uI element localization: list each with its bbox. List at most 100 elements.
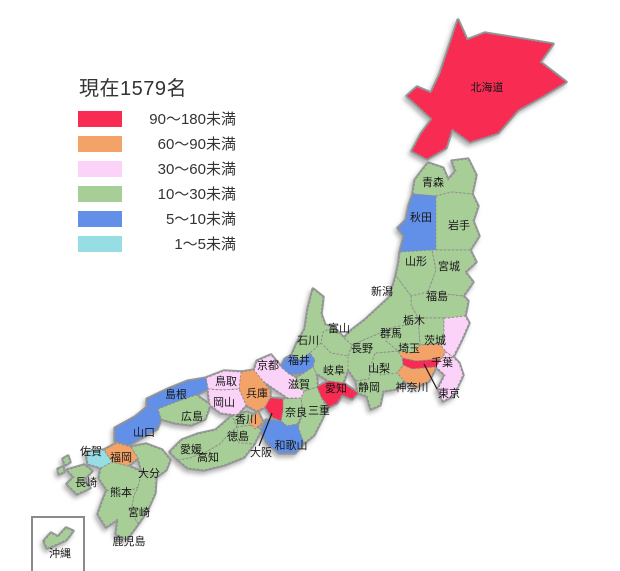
label-tottori: 鳥取 xyxy=(215,374,237,388)
label-leader-line xyxy=(423,363,438,390)
prefecture-ishikawa[interactable] xyxy=(291,288,335,361)
legend-item: 60〜90未満 xyxy=(78,131,236,156)
label-ishikawa: 石川 xyxy=(297,335,319,347)
prefecture-aichi[interactable] xyxy=(316,380,359,408)
label-ibaraki: 茨城 xyxy=(424,333,446,347)
label-saga: 佐賀 xyxy=(80,444,102,458)
okinawa-inset-box xyxy=(31,516,85,571)
prefecture-miyagi[interactable] xyxy=(427,249,477,297)
label-kumamoto: 熊本 xyxy=(110,485,132,499)
label-nagasaki: 長崎 xyxy=(75,475,97,489)
label-okayama: 岡山 xyxy=(213,396,235,409)
label-chiba: 千葉 xyxy=(431,355,453,369)
prefecture-iki[interactable] xyxy=(62,455,71,466)
label-iwate: 岩手 xyxy=(448,218,470,232)
legend-item: 30〜60未満 xyxy=(78,156,236,181)
label-aichi: 愛知 xyxy=(325,381,347,395)
label-gunma: 群馬 xyxy=(380,326,402,340)
prefecture-chiba[interactable] xyxy=(435,351,464,402)
label-yamagata: 山形 xyxy=(405,255,427,268)
prefecture-kyoto[interactable] xyxy=(253,354,305,399)
label-fukui: 福井 xyxy=(288,353,310,367)
prefecture-nagasaki[interactable] xyxy=(66,464,93,495)
label-tochigi: 栃木 xyxy=(403,313,425,327)
prefecture-hirado[interactable] xyxy=(57,466,65,475)
legend-swatch-5-10 xyxy=(78,210,122,227)
label-mie: 三重 xyxy=(308,403,330,417)
label-ehime: 愛媛 xyxy=(180,442,202,456)
legend-label: 90〜180未満 xyxy=(149,111,236,128)
label-saitama: 埼玉 xyxy=(398,341,420,355)
label-tokyo: 東京 xyxy=(438,386,460,400)
legend-swatch-90-180 xyxy=(78,110,122,127)
prefecture-yamaguchi[interactable] xyxy=(114,406,162,446)
prefecture-miyazaki[interactable] xyxy=(130,471,157,525)
prefecture-hokkaido[interactable] xyxy=(406,18,567,160)
prefecture-wakayama[interactable] xyxy=(260,419,305,454)
prefecture-shizuoka[interactable] xyxy=(355,363,405,410)
label-akita: 秋田 xyxy=(410,210,432,224)
prefecture-ibaraki[interactable] xyxy=(437,315,470,358)
legend: 90〜180未満 60〜90未満 30〜60未満 10〜30未満 5〜10未満 … xyxy=(78,106,236,256)
prefecture-oita[interactable] xyxy=(130,443,171,478)
prefecture-fukuoka[interactable] xyxy=(103,442,139,467)
label-aomori: 青森 xyxy=(422,175,444,189)
label-kochi: 高知 xyxy=(197,450,219,464)
prefecture-saga[interactable] xyxy=(85,449,113,469)
legend-swatch-1-5 xyxy=(78,235,122,252)
label-wakayama: 和歌山 xyxy=(275,438,308,452)
prefecture-hiroshima[interactable] xyxy=(157,394,211,426)
prefecture-tokushima[interactable] xyxy=(236,424,262,445)
label-yamaguchi: 山口 xyxy=(133,426,155,439)
legend-label: 5〜10未満 xyxy=(165,211,236,228)
label-hokkaido: 北海道 xyxy=(471,80,504,94)
legend-label: 10〜30未満 xyxy=(157,186,236,203)
prefecture-fukui[interactable] xyxy=(280,352,316,375)
label-hiroshima: 広島 xyxy=(181,409,203,423)
label-fukuoka: 福岡 xyxy=(110,450,132,464)
prefecture-kanagawa[interactable] xyxy=(396,364,437,388)
prefecture-niigata[interactable] xyxy=(343,274,419,346)
label-okinawa: 沖縄 xyxy=(49,546,71,560)
prefecture-awaji[interactable] xyxy=(248,411,264,430)
prefecture-hyogo[interactable] xyxy=(238,369,271,412)
label-kagawa: 香川 xyxy=(235,413,257,426)
prefecture-okinawa[interactable] xyxy=(43,527,74,549)
label-osaka: 大阪 xyxy=(250,445,272,459)
label-hyogo: 兵庫 xyxy=(246,386,268,400)
label-gifu: 岐阜 xyxy=(323,364,345,377)
prefecture-okayama[interactable] xyxy=(207,388,247,416)
prefecture-akita[interactable] xyxy=(397,193,437,253)
prefecture-kumamoto[interactable] xyxy=(98,461,143,496)
label-oita: 大分 xyxy=(138,466,160,480)
legend-swatch-10-30 xyxy=(78,185,122,202)
prefecture-saitama[interactable] xyxy=(397,343,447,362)
label-shiga: 滋賀 xyxy=(288,378,310,391)
label-tokushima: 徳島 xyxy=(227,429,249,443)
legend-item: 1〜5未満 xyxy=(78,231,236,256)
label-toyama: 富山 xyxy=(328,321,350,335)
legend-item: 90〜180未満 xyxy=(78,106,236,131)
label-niigata: 新潟 xyxy=(371,284,393,298)
label-leader-line xyxy=(258,412,273,447)
legend-swatch-30-60 xyxy=(78,160,122,177)
label-kanagawa: 神奈川 xyxy=(396,380,429,394)
label-nagano: 長野 xyxy=(351,342,373,355)
label-shimane: 島根 xyxy=(165,387,187,401)
label-fukushima: 福島 xyxy=(426,289,448,303)
prefecture-kochi[interactable] xyxy=(176,426,255,471)
label-yamanashi: 山梨 xyxy=(368,361,390,375)
prefecture-kagoshima[interactable] xyxy=(97,485,140,540)
label-shizuoka: 静岡 xyxy=(358,380,380,394)
prefecture-toyama[interactable] xyxy=(320,326,353,357)
label-nara: 奈良 xyxy=(285,405,307,419)
legend-label: 60〜90未満 xyxy=(157,136,236,153)
label-miyazaki: 宮崎 xyxy=(128,505,150,519)
legend-swatch-60-90 xyxy=(78,135,122,152)
legend-label: 1〜5未満 xyxy=(174,236,236,253)
label-kagoshima: 鹿児島 xyxy=(113,534,146,548)
label-kyoto: 京都 xyxy=(257,358,279,372)
legend-item: 10〜30未満 xyxy=(78,181,236,206)
label-miyagi: 宮城 xyxy=(438,259,460,273)
